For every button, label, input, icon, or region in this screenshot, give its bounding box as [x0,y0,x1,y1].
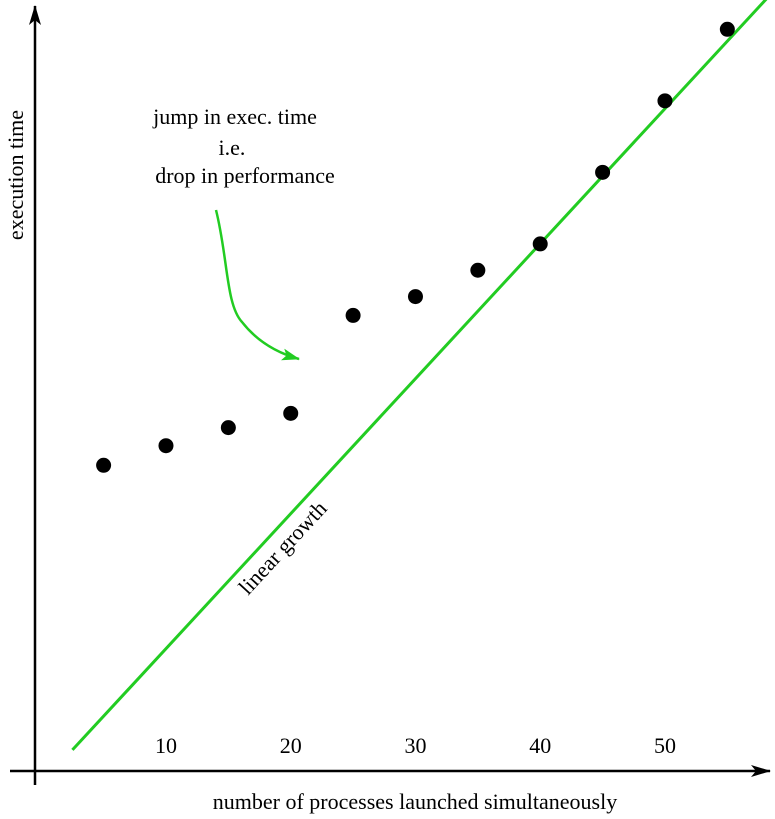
trend-line-label: linear growth [233,496,331,600]
y-axis-label: execution time [3,110,28,240]
data-point [470,262,486,278]
data-point [657,93,673,109]
x-tick-label: 10 [155,733,177,758]
x-tick-label: 50 [654,733,676,758]
data-point [345,307,361,323]
x-tick-labels: 10 20 30 40 50 [155,733,676,758]
annotation-line-2: i.e. [219,135,246,160]
annotation-line-1: jump in exec. time [152,104,317,129]
data-point [407,289,423,305]
data-points [96,21,735,473]
x-tick-label: 20 [280,733,302,758]
data-point [158,438,174,454]
data-point [96,457,112,473]
annotation: jump in exec. time i.e. drop in performa… [152,104,335,361]
x-axis-label: number of processes launched simultaneou… [213,789,617,814]
data-point [719,21,735,37]
x-tick-label: 40 [529,733,551,758]
data-point [532,236,548,252]
data-point [283,405,299,421]
linear-growth-line [71,0,768,751]
data-point [595,164,611,180]
annotation-arrow [214,209,300,361]
data-point [220,420,236,436]
annotation-line-3: drop in performance [155,163,335,188]
x-tick-label: 30 [404,733,426,758]
